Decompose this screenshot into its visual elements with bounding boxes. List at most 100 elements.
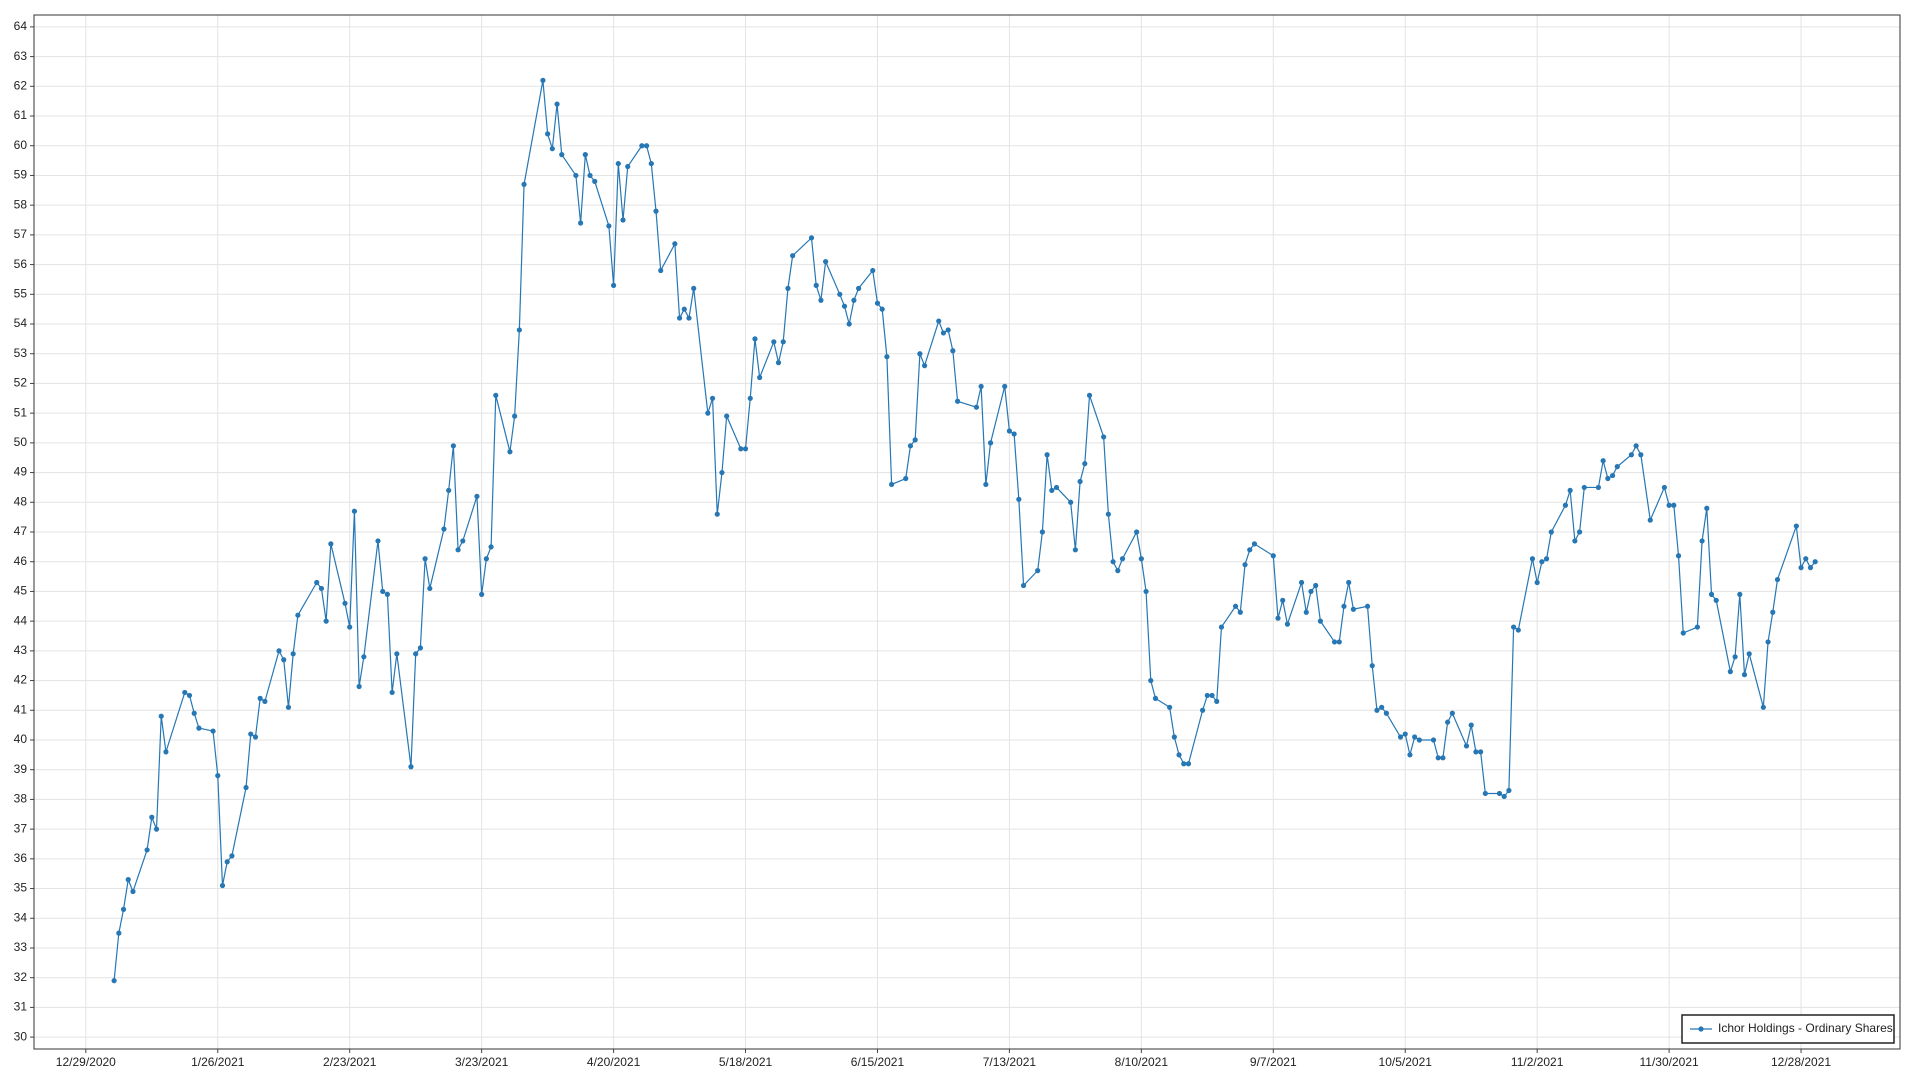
- data-point: [747, 395, 753, 401]
- data-point: [681, 306, 687, 312]
- data-point: [813, 282, 819, 288]
- data-point: [879, 306, 885, 312]
- data-point: [686, 315, 692, 321]
- data-point: [1185, 761, 1192, 767]
- y-tick-label: 39: [14, 762, 28, 776]
- data-point: [1567, 487, 1573, 494]
- data-point: [323, 618, 329, 624]
- data-point: [196, 725, 202, 731]
- data-point: [1134, 529, 1140, 535]
- data-point: [1638, 452, 1644, 458]
- data-point: [252, 734, 259, 740]
- data-point: [1341, 603, 1347, 609]
- data-point: [592, 178, 598, 184]
- data-point: [1543, 556, 1550, 562]
- data-point: [153, 826, 160, 832]
- data-point: [903, 475, 909, 482]
- data-point: [1666, 502, 1672, 508]
- data-point: [1614, 464, 1620, 470]
- data-point: [606, 223, 612, 229]
- x-tick-label: 3/23/2021: [455, 1055, 509, 1069]
- data-point: [851, 297, 857, 303]
- data-point: [1576, 529, 1583, 535]
- y-tick-label: 63: [14, 49, 28, 63]
- x-tick-label: 7/13/2021: [983, 1055, 1037, 1069]
- data-point: [1002, 383, 1008, 390]
- data-point: [1468, 722, 1474, 728]
- data-point: [1303, 609, 1309, 615]
- data-point: [1006, 428, 1013, 434]
- data-point: [1812, 559, 1818, 565]
- data-point: [1313, 582, 1319, 589]
- legend-label: Ichor Holdings - Ordinary Shares: [1718, 1021, 1893, 1035]
- data-point: [874, 300, 881, 306]
- data-point: [1397, 734, 1404, 740]
- data-point: [1675, 553, 1682, 559]
- data-point: [785, 285, 791, 291]
- data-point: [1020, 582, 1027, 589]
- data-point: [262, 698, 268, 704]
- data-point: [1105, 511, 1111, 517]
- y-tick-label: 53: [14, 346, 28, 360]
- legend: Ichor Holdings - Ordinary Shares: [1681, 1014, 1895, 1044]
- data-point: [1741, 672, 1748, 678]
- data-point: [1412, 734, 1418, 740]
- x-tick-label: 2/23/2021: [323, 1055, 377, 1069]
- data-point: [375, 538, 381, 544]
- data-point: [1402, 731, 1408, 737]
- data-point: [1798, 565, 1804, 571]
- data-point: [1364, 603, 1371, 609]
- data-point: [1609, 472, 1616, 479]
- data-point: [1430, 737, 1437, 743]
- data-point: [1727, 669, 1733, 675]
- data-point: [545, 131, 551, 137]
- data-point: [1562, 502, 1569, 508]
- data-point: [351, 508, 358, 514]
- y-tick-label: 54: [14, 316, 28, 330]
- data-point: [422, 556, 428, 562]
- data-point: [460, 538, 466, 544]
- data-point: [314, 579, 320, 586]
- data-point: [521, 181, 527, 187]
- data-point: [488, 544, 494, 550]
- data-point: [1218, 624, 1225, 630]
- data-point: [615, 160, 621, 167]
- data-point: [912, 437, 918, 443]
- x-tick-label: 4/20/2021: [587, 1055, 641, 1069]
- data-point: [1167, 704, 1173, 710]
- y-tick-label: 52: [14, 376, 28, 390]
- data-point: [983, 481, 989, 488]
- data-point: [549, 146, 555, 152]
- data-point: [856, 285, 862, 291]
- data-point: [775, 360, 782, 366]
- y-tick-label: 44: [14, 613, 28, 627]
- data-point: [1251, 541, 1258, 547]
- data-point: [1331, 639, 1338, 645]
- data-point: [1445, 719, 1451, 725]
- data-point: [1416, 737, 1422, 743]
- data-point: [1478, 749, 1484, 755]
- data-point: [921, 363, 928, 369]
- data-point: [417, 645, 423, 651]
- y-tick-label: 35: [14, 881, 28, 895]
- data-point: [889, 481, 895, 488]
- data-point: [1039, 529, 1045, 535]
- data-point: [738, 446, 744, 452]
- data-point: [1068, 499, 1074, 505]
- data-point: [954, 398, 961, 404]
- data-point: [1383, 710, 1389, 716]
- data-point: [1694, 624, 1700, 630]
- data-point: [328, 541, 334, 547]
- data-point: [714, 511, 720, 517]
- data-point: [639, 143, 645, 149]
- data-point: [987, 440, 994, 446]
- x-tick-label: 1/26/2021: [191, 1055, 245, 1069]
- y-tick-label: 43: [14, 643, 28, 657]
- data-point: [1204, 692, 1210, 699]
- data-point: [1011, 431, 1017, 437]
- data-point: [1473, 749, 1479, 755]
- data-point: [917, 351, 923, 357]
- data-point: [1119, 556, 1126, 562]
- data-point: [182, 689, 188, 696]
- data-point: [818, 297, 824, 303]
